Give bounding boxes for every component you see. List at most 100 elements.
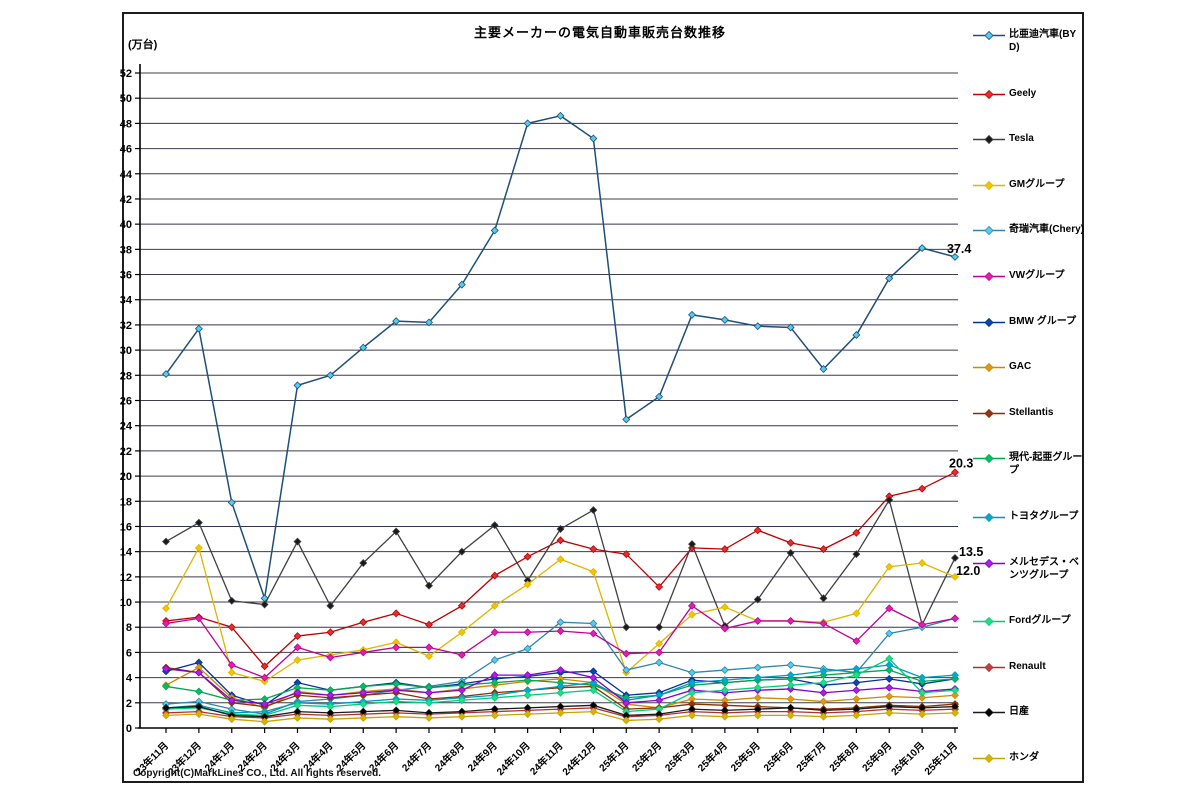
annotation-label: 12.0 [956, 564, 980, 578]
legend-label: Stellantis [1009, 406, 1054, 418]
legend-label: GMグループ [1009, 178, 1065, 190]
data-point [260, 600, 269, 609]
data-point [490, 226, 499, 235]
legend-item-14: 日産 [972, 705, 1084, 718]
data-point [359, 707, 368, 716]
data-point [852, 711, 861, 720]
data-point [326, 702, 335, 711]
data-point [556, 536, 565, 545]
data-point [227, 696, 236, 705]
data-point [951, 553, 959, 562]
data-point [457, 650, 466, 659]
data-point [688, 678, 696, 687]
data-point [326, 691, 335, 700]
series-3 [162, 543, 959, 686]
legend-item-5: VWグループ [972, 269, 1084, 282]
series-0 [162, 111, 959, 603]
data-point [293, 381, 302, 390]
legend-item-11: メルセデス・ベンツグループ [972, 556, 1084, 582]
legend-label: Renault [1009, 660, 1046, 672]
legend-marker-icon [973, 408, 1005, 418]
legend-item-9: 現代-起亜グループ [972, 451, 1084, 477]
series-line [165, 498, 956, 628]
x-tick-label: 25年7月 [793, 739, 828, 774]
data-point [260, 673, 269, 682]
data-point [556, 618, 565, 627]
data-point [852, 528, 861, 537]
data-point [819, 697, 828, 706]
data-point [490, 671, 499, 680]
data-point [720, 603, 729, 612]
data-point [885, 683, 894, 692]
data-point [425, 581, 433, 590]
data-point [753, 526, 762, 535]
data-point [819, 594, 828, 603]
data-point [622, 716, 631, 725]
y-tick-label: 30 [120, 345, 132, 357]
data-point [556, 111, 565, 120]
data-point [490, 571, 499, 580]
data-point [227, 596, 236, 605]
data-point [392, 706, 401, 715]
legend-item-6: BMW グループ [972, 315, 1084, 328]
data-point [951, 671, 959, 680]
legend-marker-icon [973, 708, 1005, 718]
data-point [293, 656, 302, 664]
y-tick-label: 0 [126, 723, 132, 735]
data-point [392, 712, 401, 721]
data-point [359, 682, 368, 691]
data-point [852, 637, 861, 646]
y-tick-label: 34 [120, 295, 133, 307]
y-tick-label: 6 [126, 647, 132, 659]
data-point [260, 700, 269, 709]
data-point [490, 711, 499, 720]
y-tick-label: 14 [120, 547, 133, 559]
data-point [523, 691, 532, 700]
data-point [523, 119, 532, 128]
data-point [227, 715, 236, 724]
legend-label: GAC [1009, 361, 1032, 373]
data-point [589, 629, 598, 638]
data-point [194, 710, 203, 719]
data-point [556, 555, 565, 564]
x-tick-label: 25年6月 [761, 739, 796, 774]
data-point [951, 686, 959, 695]
data-point [753, 711, 762, 720]
data-point [293, 688, 302, 697]
y-tick-label: 36 [120, 270, 132, 282]
data-point [786, 695, 795, 703]
data-point [819, 667, 828, 676]
data-point [885, 692, 894, 701]
y-tick-label: 10 [120, 597, 132, 609]
x-tick-label: 24年9月 [465, 739, 500, 774]
data-point [523, 628, 532, 637]
data-point [162, 619, 170, 628]
data-point [523, 710, 532, 719]
x-tick-label: 25年8月 [826, 739, 861, 774]
data-point [786, 703, 795, 712]
data-point [885, 604, 894, 613]
data-point [951, 614, 959, 623]
legend-marker-icon [973, 317, 1005, 327]
data-point [951, 572, 959, 581]
data-point [918, 688, 927, 697]
data-point [490, 628, 499, 637]
data-point [425, 698, 433, 707]
data-point [293, 701, 302, 710]
data-point [688, 711, 696, 720]
data-point [786, 711, 795, 720]
data-point [457, 628, 466, 637]
legend-marker-icon [973, 753, 1005, 763]
legend-marker-icon [973, 512, 1005, 523]
data-point [951, 702, 959, 711]
data-point [655, 623, 664, 632]
legend-marker-icon [973, 135, 1005, 145]
x-tick-label: 25年2月 [629, 739, 664, 774]
data-point [753, 693, 762, 702]
y-tick-label: 44 [120, 169, 133, 181]
data-point [622, 698, 631, 707]
gridlines [140, 72, 958, 704]
data-point [786, 616, 795, 625]
figure-border [122, 12, 1084, 783]
